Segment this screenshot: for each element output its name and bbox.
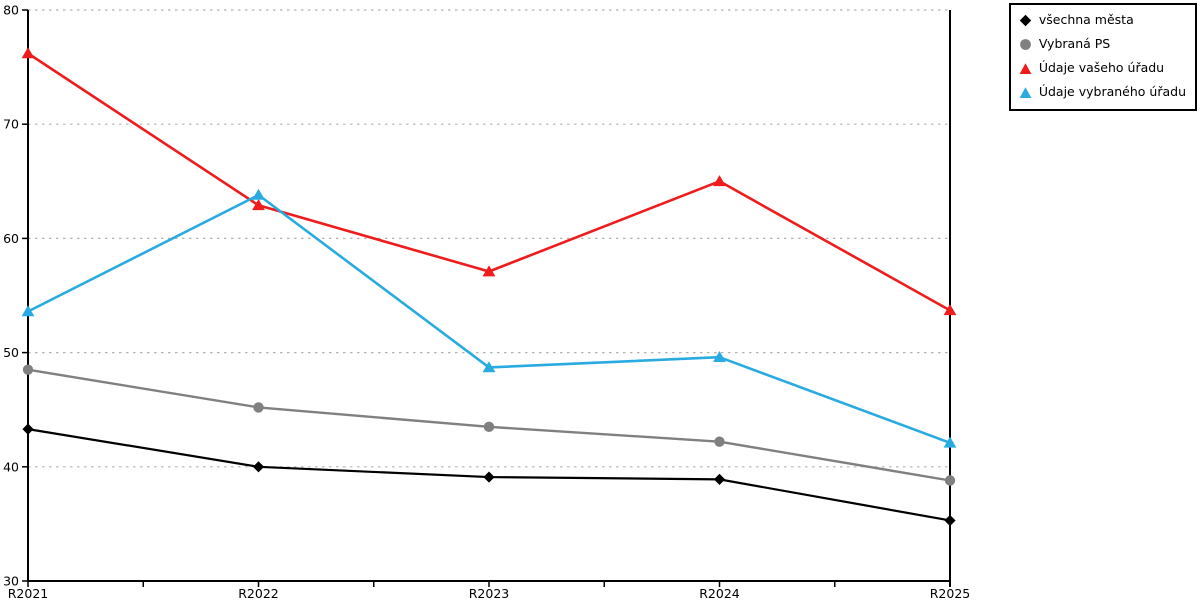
legend-item-udaje-vaseho-uradu: Údaje vašeho úřadu bbox=[1019, 62, 1186, 75]
y-tick-label: 30 bbox=[3, 574, 19, 589]
legend-label: Údaje vybraného úřadu bbox=[1038, 84, 1186, 100]
data-point-triangle bbox=[713, 350, 726, 362]
data-point-diamond bbox=[252, 461, 265, 473]
legend-label: Vybraná PS bbox=[1038, 36, 1111, 52]
data-point-triangle bbox=[943, 436, 957, 448]
data-point-circle bbox=[22, 364, 34, 375]
diamond-icon bbox=[1019, 14, 1032, 27]
y-tick-label: 80 bbox=[3, 3, 19, 18]
legend-label: všechna města bbox=[1038, 12, 1134, 28]
data-point-diamond bbox=[22, 423, 34, 435]
data-point-triangle bbox=[713, 175, 726, 187]
data-point-triangle bbox=[943, 304, 957, 316]
data-point-circle bbox=[944, 475, 956, 486]
data-point-circle bbox=[483, 421, 495, 433]
x-tick-label: R2021 bbox=[8, 586, 49, 600]
y-tick-label: 60 bbox=[3, 231, 19, 246]
legend-item-vybrana-ps: Vybraná PS bbox=[1019, 38, 1186, 51]
y-tick-label: 50 bbox=[3, 345, 19, 360]
data-point-circle bbox=[714, 436, 725, 447]
x-tick-label: R2024 bbox=[699, 586, 740, 600]
legend-item-vsechna-mesta: všechna města bbox=[1019, 14, 1186, 27]
data-point-diamond bbox=[944, 514, 956, 527]
y-tick-label: 70 bbox=[3, 117, 19, 132]
chart-legend: všechna města Vybraná PS Údaje vašeho úř… bbox=[1008, 3, 1197, 111]
data-point-triangle bbox=[482, 361, 496, 373]
x-tick-label: R2025 bbox=[930, 586, 971, 600]
legend-label: Údaje vašeho úřadu bbox=[1038, 60, 1165, 76]
triangle-icon bbox=[1019, 87, 1032, 98]
x-tick-label: R2022 bbox=[238, 586, 279, 600]
triangle-icon bbox=[1019, 63, 1032, 74]
legend-item-udaje-vybraneho-uradu: Údaje vybraného úřadu bbox=[1019, 86, 1186, 99]
x-tick-label: R2023 bbox=[469, 586, 510, 600]
data-point-diamond bbox=[713, 473, 726, 485]
data-point-triangle bbox=[482, 265, 496, 277]
circle-icon bbox=[1019, 39, 1031, 50]
data-point-triangle bbox=[252, 199, 265, 211]
data-point-diamond bbox=[483, 471, 495, 483]
data-point-triangle bbox=[21, 47, 35, 59]
y-tick-label: 40 bbox=[3, 459, 19, 474]
data-point-triangle bbox=[252, 188, 265, 200]
data-point-circle bbox=[253, 402, 264, 413]
data-point-triangle bbox=[21, 305, 35, 317]
